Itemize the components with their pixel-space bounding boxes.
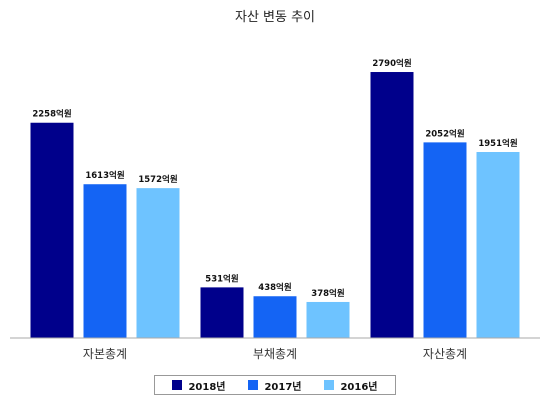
category-label: 자산총계 — [423, 347, 467, 361]
data-label: 378억원 — [311, 288, 345, 299]
data-label: 2052억원 — [425, 128, 464, 139]
bar-자본총계-2018년 — [30, 122, 74, 338]
legend-swatch — [324, 380, 335, 390]
data-label: 1613억원 — [85, 170, 124, 181]
data-label: 438억원 — [258, 282, 292, 293]
bar-자산총계-2018년 — [370, 72, 414, 339]
legend-swatch — [172, 380, 183, 390]
data-label: 1572억원 — [138, 174, 177, 185]
legend-item: 2017년 — [248, 378, 302, 393]
bar-자본총계-2017년 — [83, 184, 127, 338]
legend-label: 2018년 — [188, 381, 226, 393]
category-label: 부채총계 — [253, 347, 297, 361]
category-labels: 자본총계 부채총계 자산총계 — [83, 347, 467, 361]
bar-부채총계-2016년 — [306, 301, 350, 338]
bar-부채총계-2018년 — [200, 287, 244, 338]
bar-부채총계-2017년 — [253, 296, 297, 338]
bar-자본총계-2016년 — [136, 188, 180, 338]
category-label: 자본총계 — [83, 347, 127, 361]
legend-item: 2018년 — [172, 378, 226, 393]
legend-swatch — [248, 380, 259, 390]
data-label: 531억원 — [205, 273, 239, 284]
bar-자산총계-2017년 — [423, 142, 467, 338]
data-label: 2258억원 — [32, 109, 71, 120]
bars-group: 2258억원 1613억원 1572억원 531억원 438억원 378억원 2790억원 2… — [30, 58, 520, 339]
legend: 2018년 2017년 2016년 — [154, 375, 396, 395]
data-label: 1951억원 — [478, 138, 517, 149]
chart-title: 자산 변동 추이 — [235, 10, 315, 25]
data-label: 2790억원 — [372, 58, 411, 69]
bar-자산총계-2016년 — [476, 152, 520, 338]
legend-item: 2016년 — [324, 378, 378, 393]
legend-label: 2017년 — [264, 381, 302, 393]
legend-label: 2016년 — [340, 381, 378, 393]
